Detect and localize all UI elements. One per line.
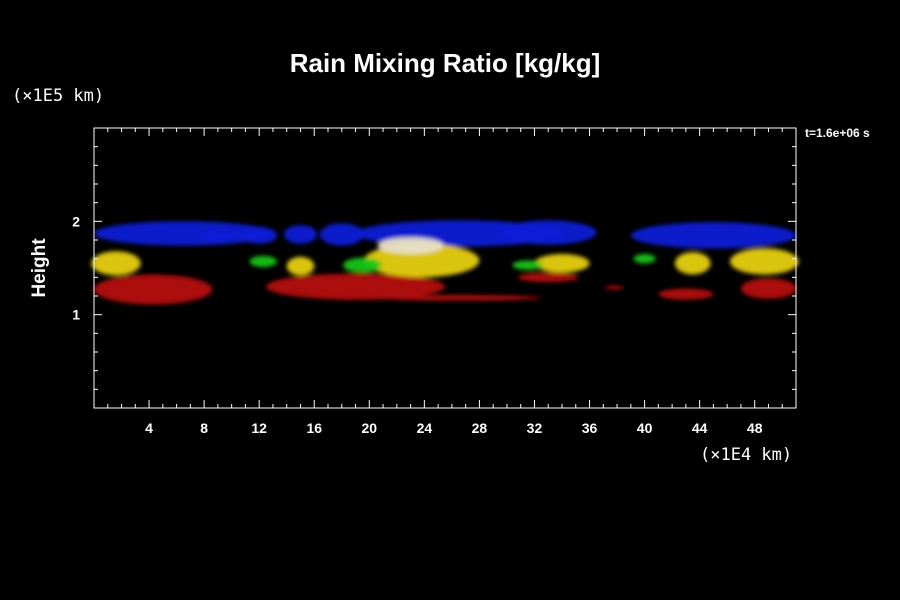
- region-blue: [630, 222, 796, 249]
- region-red: [376, 295, 542, 301]
- y-tick-label: 2: [72, 213, 80, 229]
- region-white: [377, 237, 444, 255]
- region-yellow: [674, 252, 711, 275]
- region-yellow: [286, 256, 315, 276]
- chart-title: Rain Mixing Ratio [kg/kg]: [289, 48, 601, 78]
- x-tick-label: 44: [692, 420, 708, 436]
- x-tick-label: 48: [747, 420, 763, 436]
- region-red: [94, 274, 213, 305]
- region-red: [604, 285, 624, 290]
- region-yellow: [534, 254, 590, 273]
- region-blue: [500, 220, 597, 245]
- y-tick-label: 1: [72, 307, 80, 323]
- x-tick-label: 20: [362, 420, 378, 436]
- region-green: [249, 255, 278, 268]
- x-tick-label: 40: [637, 420, 653, 436]
- x-tick-label: 36: [582, 420, 598, 436]
- x-tick-label: 12: [251, 420, 267, 436]
- region-red: [517, 272, 579, 283]
- y-axis-unit: (×1E5 km): [12, 86, 105, 106]
- x-axis-unit: (×1E4 km): [700, 445, 793, 465]
- region-yellow: [91, 251, 141, 276]
- region-red: [740, 278, 796, 299]
- time-label: t=1.6e+06 s: [805, 126, 870, 140]
- region-blue: [241, 226, 278, 244]
- plot-frame: [93, 127, 797, 409]
- field-regions: [91, 220, 799, 305]
- region-blue: [204, 230, 238, 242]
- x-tick-label: 32: [527, 420, 543, 436]
- region-green: [512, 260, 543, 270]
- region-green: [343, 257, 382, 273]
- x-tick-label: 4: [145, 420, 153, 436]
- region-green: [633, 253, 656, 264]
- x-tick-label: 16: [306, 420, 322, 436]
- region-blue: [283, 225, 317, 244]
- region-blue: [319, 223, 364, 246]
- region-red: [658, 288, 714, 300]
- x-tick-label: 8: [200, 420, 208, 436]
- region-yellow: [729, 248, 799, 275]
- region-red: [266, 273, 445, 300]
- x-tick-label: 24: [417, 420, 433, 436]
- x-tick-label: 28: [472, 420, 488, 436]
